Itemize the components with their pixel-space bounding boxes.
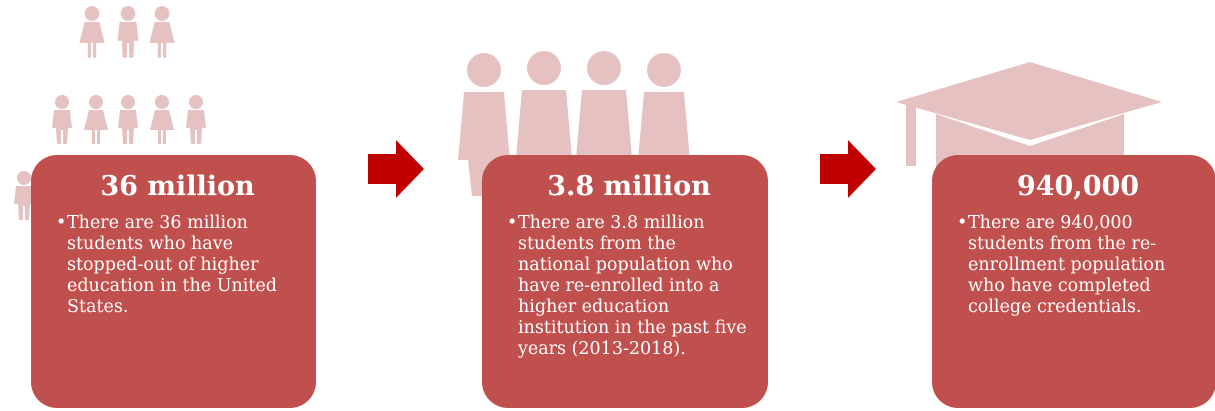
stage-card-stopped-out: 36 million There are 36 million students…: [31, 155, 316, 408]
stage-card-completed: 940,000 There are 940,000 students from …: [932, 155, 1215, 408]
stage-description: There are 940,000 students from the re-e…: [957, 213, 1198, 318]
stage-card-re-enrolled: 3.8 million There are 3.8 million studen…: [482, 155, 768, 408]
stage-description: There are 3.8 million students from the …: [507, 213, 750, 360]
stage-description: There are 36 million students who have s…: [56, 213, 298, 318]
arrow-right-icon: [820, 140, 876, 198]
arrow-right-icon: [368, 140, 424, 198]
stage-title: 3.8 million: [547, 171, 711, 202]
stage-title: 940,000: [1016, 171, 1140, 202]
graduation-cap-icon: [896, 62, 1162, 170]
stage-title: 36 million: [100, 171, 255, 202]
